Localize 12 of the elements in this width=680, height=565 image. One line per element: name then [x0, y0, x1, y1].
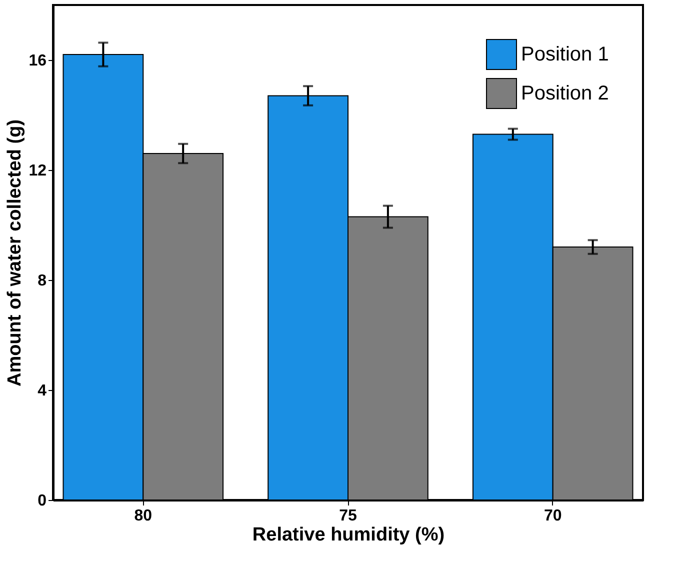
x-tick-label: 80 [134, 508, 152, 524]
x-axis-title: Relative humidity (%) [252, 524, 445, 546]
legend-label: Position 2 [521, 82, 609, 104]
y-tick-label: 0 [38, 492, 47, 510]
x-tick-label: 70 [544, 508, 562, 524]
y-tick-label: 12 [28, 162, 47, 180]
legend-label: Position 1 [521, 44, 609, 66]
y-tick-label: 16 [28, 52, 47, 70]
y-tick-label: 4 [38, 382, 47, 400]
x-tick-label: 75 [339, 508, 357, 524]
y-tick-label: 8 [38, 272, 47, 290]
y-axis-title: Amount of water collected (g) [4, 119, 26, 387]
